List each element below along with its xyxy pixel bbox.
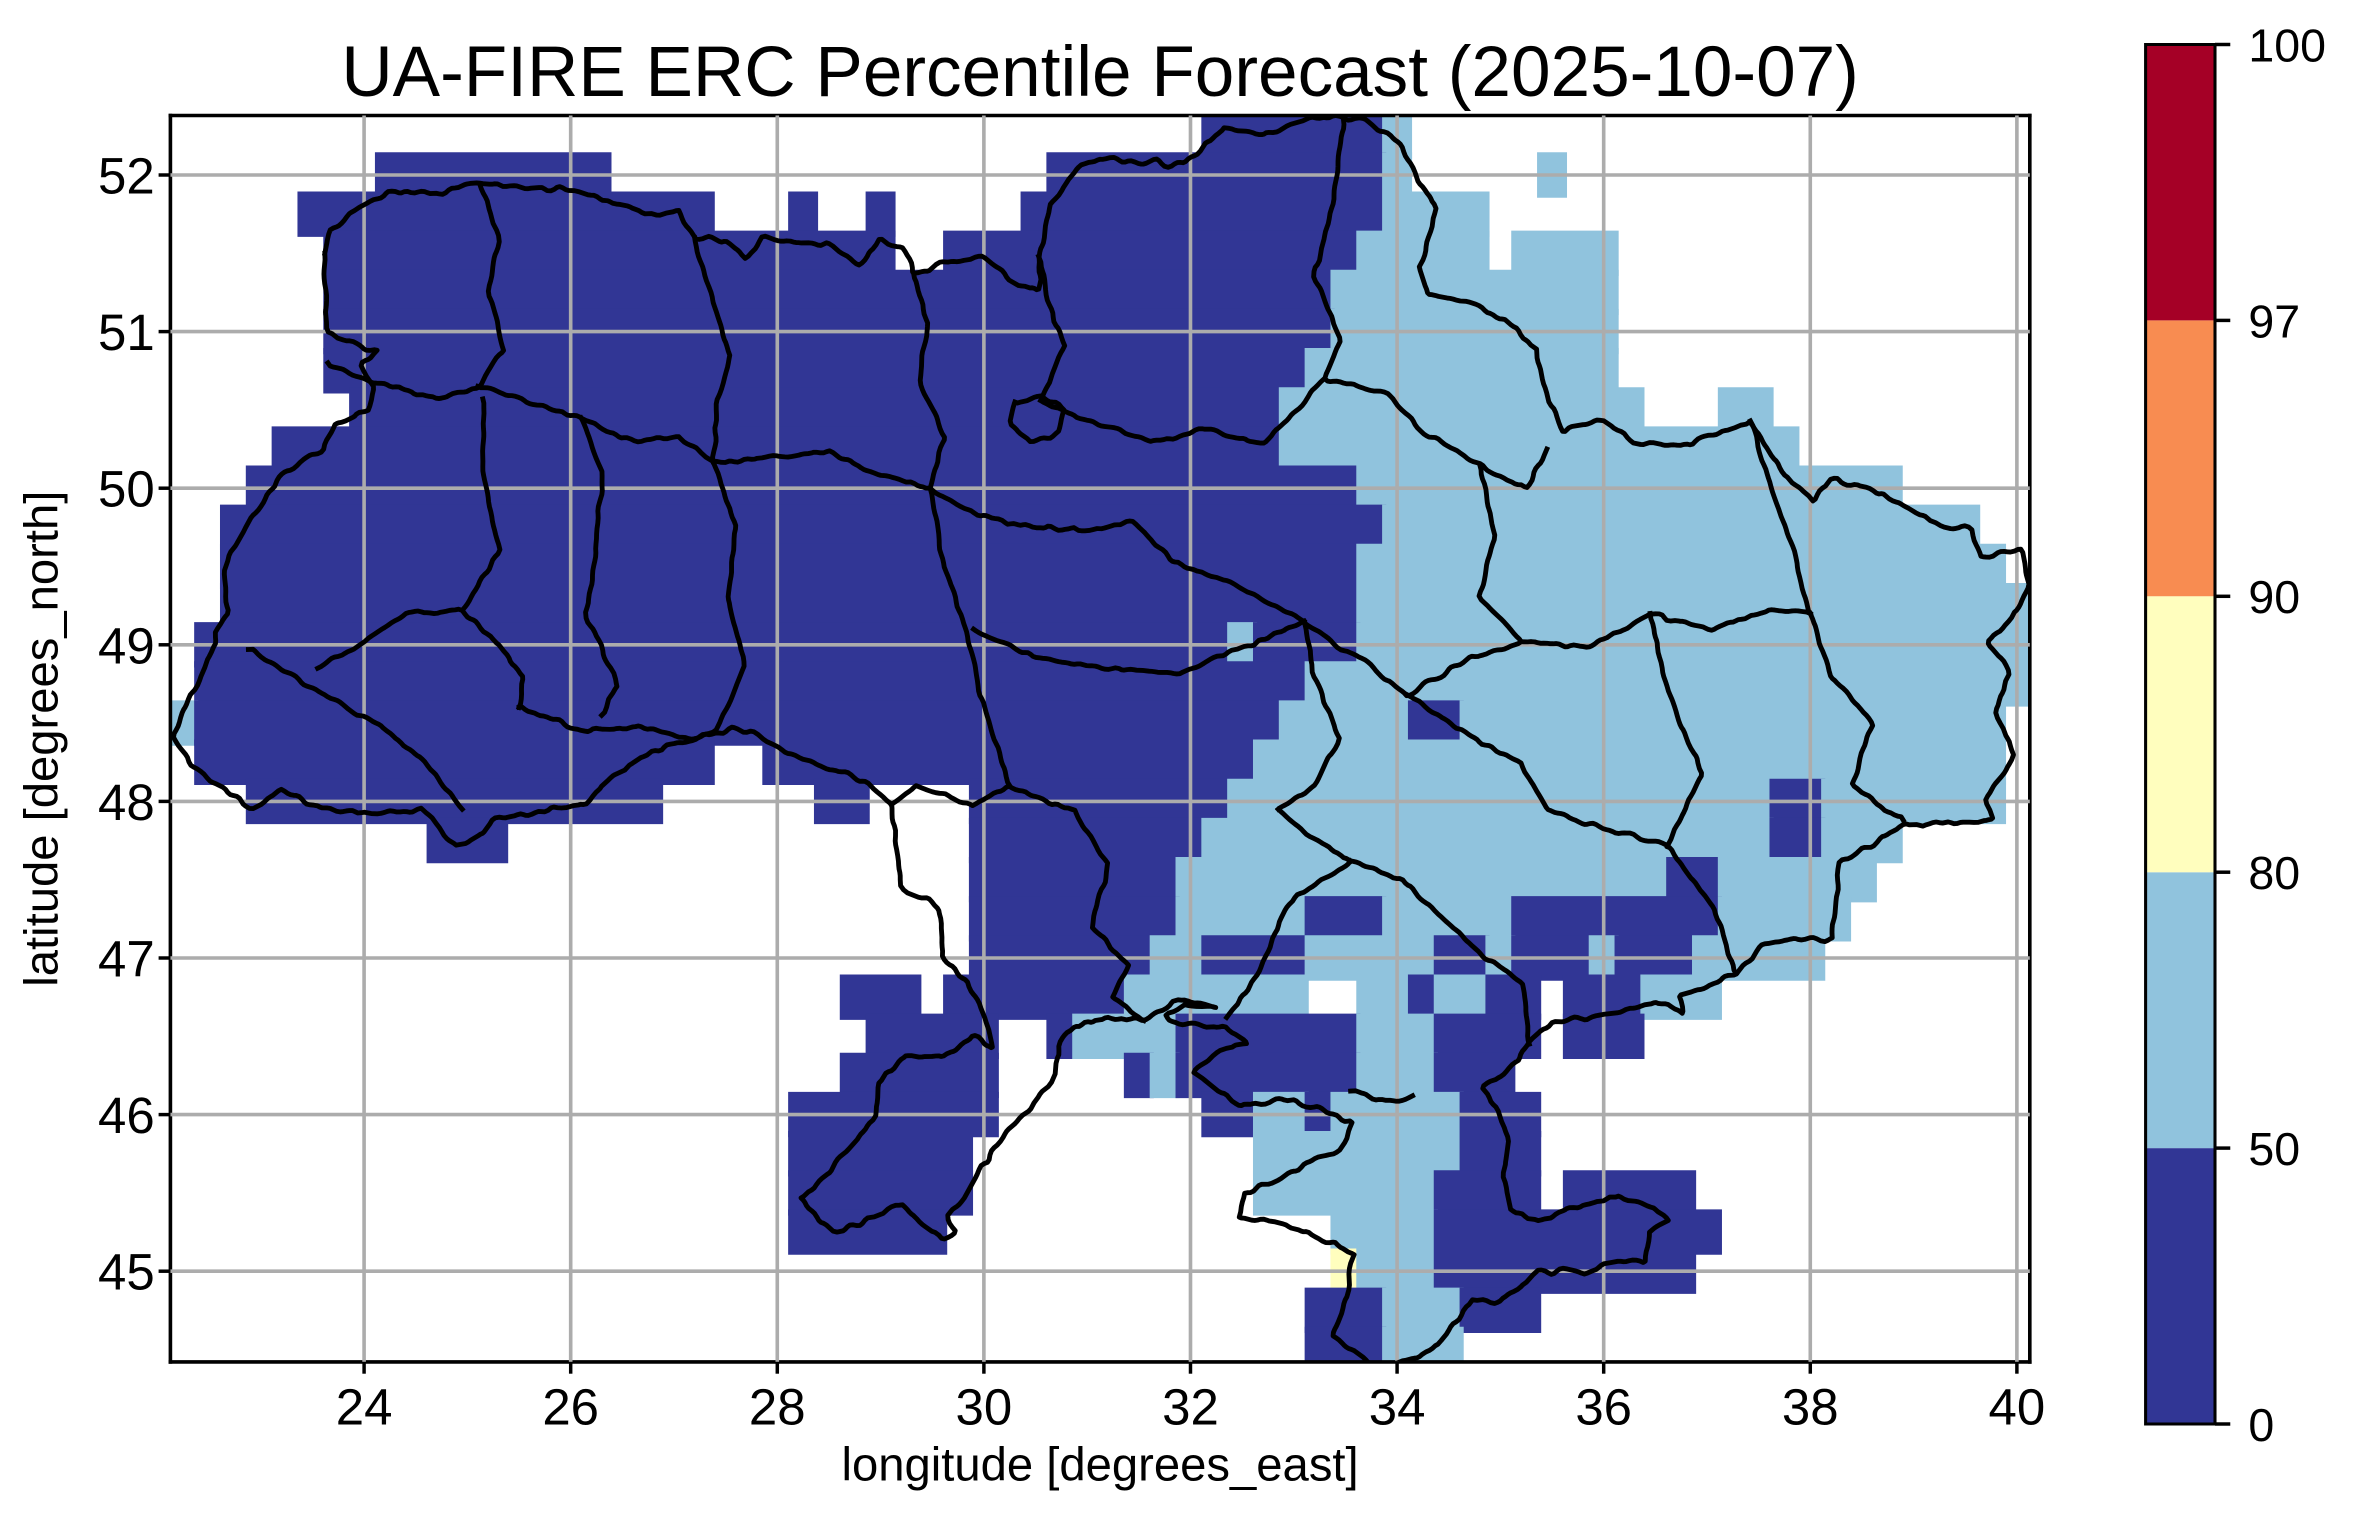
svg-text:36: 36 bbox=[1575, 1379, 1632, 1436]
svg-text:45: 45 bbox=[98, 1244, 155, 1301]
svg-text:90: 90 bbox=[2248, 571, 2300, 623]
svg-text:50: 50 bbox=[98, 461, 155, 518]
svg-text:0: 0 bbox=[2248, 1399, 2274, 1451]
svg-text:34: 34 bbox=[1369, 1379, 1426, 1436]
svg-text:51: 51 bbox=[98, 304, 155, 361]
svg-text:48: 48 bbox=[98, 774, 155, 831]
svg-text:50: 50 bbox=[2248, 1123, 2300, 1175]
svg-text:97: 97 bbox=[2248, 295, 2300, 347]
svg-text:100: 100 bbox=[2248, 19, 2326, 71]
svg-text:longitude [degrees_east]: longitude [degrees_east] bbox=[842, 1438, 1359, 1491]
svg-text:49: 49 bbox=[98, 617, 155, 674]
svg-text:latitude [degrees_north]: latitude [degrees_north] bbox=[16, 491, 69, 987]
svg-text:UA-FIRE ERC Percentile Forecas: UA-FIRE ERC Percentile Forecast (2025-10… bbox=[341, 33, 1859, 112]
svg-text:47: 47 bbox=[98, 930, 155, 987]
svg-text:46: 46 bbox=[98, 1087, 155, 1144]
svg-text:26: 26 bbox=[542, 1379, 599, 1436]
svg-text:40: 40 bbox=[1989, 1379, 2046, 1436]
svg-text:32: 32 bbox=[1162, 1379, 1219, 1436]
svg-text:30: 30 bbox=[956, 1379, 1013, 1436]
svg-text:80: 80 bbox=[2248, 847, 2300, 899]
svg-text:24: 24 bbox=[336, 1379, 393, 1436]
svg-text:38: 38 bbox=[1782, 1379, 1839, 1436]
svg-text:52: 52 bbox=[98, 147, 155, 204]
svg-text:28: 28 bbox=[749, 1379, 806, 1436]
